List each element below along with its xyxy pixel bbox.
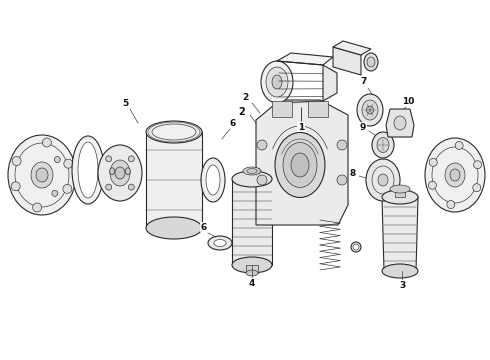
Ellipse shape	[78, 142, 98, 198]
Text: 10: 10	[402, 96, 414, 105]
Polygon shape	[277, 53, 333, 65]
Ellipse shape	[110, 168, 115, 175]
Ellipse shape	[115, 167, 125, 179]
Ellipse shape	[275, 132, 325, 198]
Ellipse shape	[377, 138, 389, 153]
Ellipse shape	[8, 135, 76, 215]
Ellipse shape	[128, 184, 134, 190]
Text: 8: 8	[350, 170, 356, 179]
Text: 1: 1	[298, 122, 304, 131]
Ellipse shape	[283, 143, 317, 188]
Ellipse shape	[246, 270, 258, 276]
Ellipse shape	[291, 153, 309, 177]
Text: 1: 1	[297, 123, 304, 133]
Ellipse shape	[362, 100, 378, 120]
Polygon shape	[333, 47, 361, 75]
Ellipse shape	[372, 132, 394, 158]
Ellipse shape	[428, 181, 437, 189]
Ellipse shape	[455, 141, 463, 149]
Ellipse shape	[106, 184, 112, 190]
Ellipse shape	[33, 203, 42, 212]
Text: 6: 6	[201, 222, 207, 231]
Ellipse shape	[364, 53, 378, 71]
Polygon shape	[308, 101, 328, 117]
Ellipse shape	[125, 168, 130, 175]
Ellipse shape	[366, 159, 400, 201]
Ellipse shape	[367, 106, 373, 114]
Text: 6: 6	[230, 118, 236, 127]
Ellipse shape	[214, 239, 226, 247]
Ellipse shape	[378, 174, 388, 186]
Text: 3: 3	[399, 280, 405, 289]
Ellipse shape	[201, 158, 225, 202]
Ellipse shape	[243, 167, 261, 175]
Ellipse shape	[12, 157, 21, 166]
Ellipse shape	[382, 264, 418, 278]
Text: 9: 9	[360, 122, 366, 131]
Polygon shape	[272, 101, 292, 117]
Ellipse shape	[106, 156, 112, 162]
Ellipse shape	[266, 67, 288, 97]
Polygon shape	[395, 189, 405, 197]
Ellipse shape	[353, 244, 359, 250]
Ellipse shape	[445, 163, 465, 187]
Ellipse shape	[357, 94, 383, 126]
Ellipse shape	[63, 184, 72, 193]
Polygon shape	[382, 197, 418, 271]
Ellipse shape	[146, 121, 202, 143]
Polygon shape	[333, 41, 371, 55]
Polygon shape	[323, 65, 337, 101]
Ellipse shape	[42, 138, 51, 147]
Ellipse shape	[337, 140, 347, 150]
Ellipse shape	[257, 175, 267, 185]
Ellipse shape	[52, 190, 58, 197]
Ellipse shape	[232, 257, 272, 273]
Text: 2: 2	[242, 93, 248, 102]
Ellipse shape	[473, 161, 482, 169]
Ellipse shape	[64, 159, 73, 168]
Ellipse shape	[110, 160, 130, 186]
Polygon shape	[232, 179, 272, 265]
Ellipse shape	[337, 175, 347, 185]
Polygon shape	[146, 132, 202, 228]
Ellipse shape	[128, 156, 134, 162]
Ellipse shape	[31, 162, 53, 188]
Polygon shape	[386, 109, 414, 137]
Ellipse shape	[152, 124, 196, 140]
Ellipse shape	[208, 236, 232, 250]
Ellipse shape	[72, 136, 104, 204]
Ellipse shape	[98, 145, 142, 201]
Ellipse shape	[11, 182, 20, 191]
Ellipse shape	[382, 190, 418, 204]
Polygon shape	[256, 100, 348, 225]
Ellipse shape	[272, 75, 282, 89]
Ellipse shape	[425, 138, 485, 212]
Ellipse shape	[206, 165, 220, 195]
Ellipse shape	[450, 169, 460, 181]
Text: 7: 7	[361, 77, 367, 86]
Ellipse shape	[394, 116, 406, 130]
Ellipse shape	[146, 217, 202, 239]
Ellipse shape	[54, 157, 60, 163]
Ellipse shape	[367, 57, 375, 67]
Ellipse shape	[36, 168, 48, 182]
Ellipse shape	[232, 171, 272, 187]
Polygon shape	[246, 265, 258, 273]
Ellipse shape	[257, 140, 267, 150]
Ellipse shape	[447, 201, 455, 208]
Text: 4: 4	[249, 279, 255, 288]
Text: 5: 5	[122, 99, 128, 108]
Ellipse shape	[261, 61, 293, 103]
Ellipse shape	[429, 158, 437, 166]
Ellipse shape	[390, 185, 410, 193]
Ellipse shape	[351, 242, 361, 252]
Text: 2: 2	[239, 107, 245, 117]
Ellipse shape	[473, 184, 481, 192]
Ellipse shape	[247, 168, 257, 174]
